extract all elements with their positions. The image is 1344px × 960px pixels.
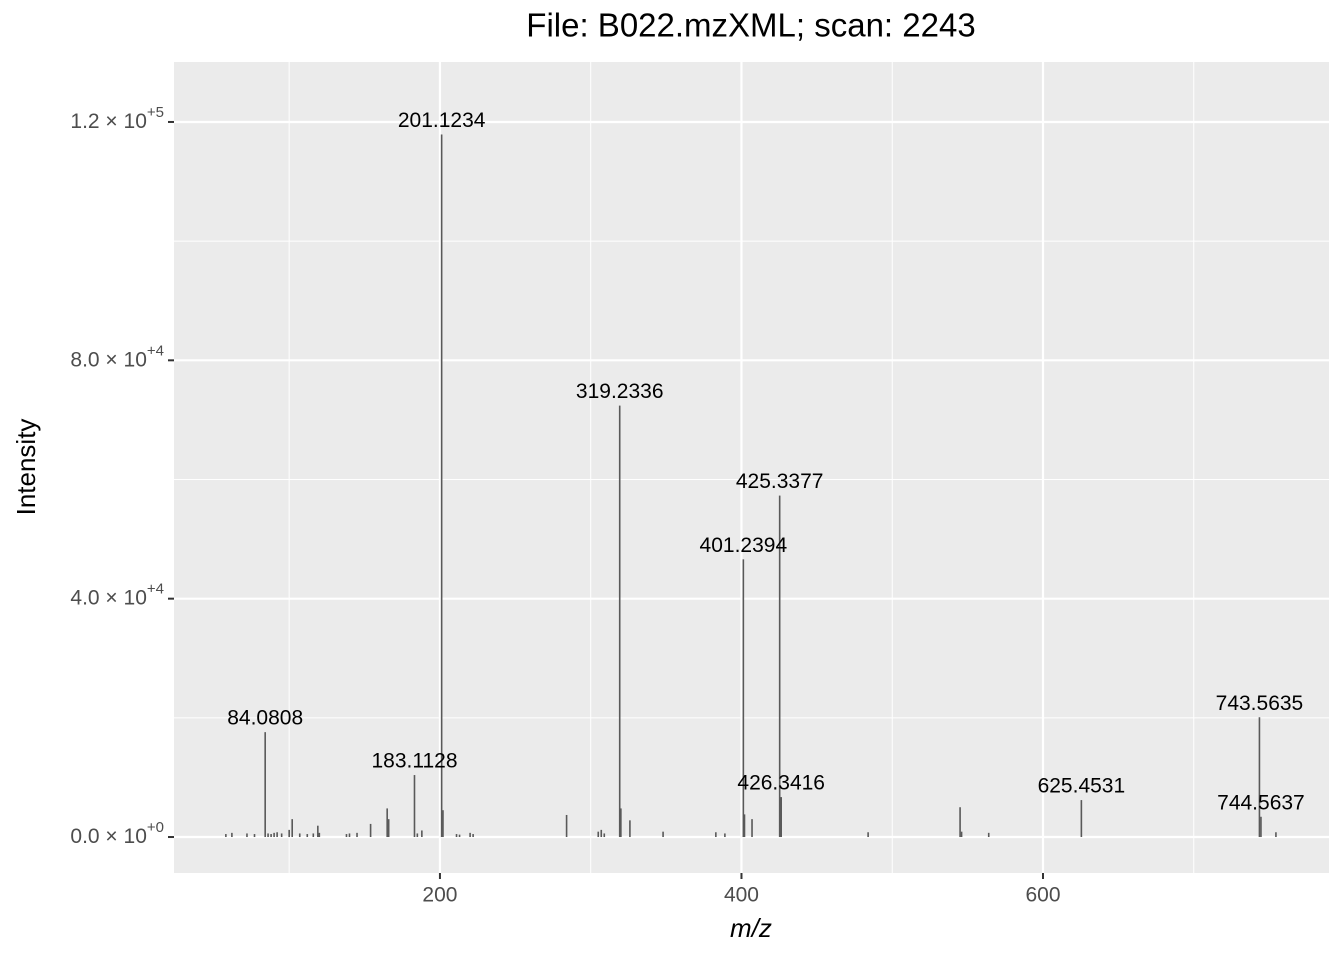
peak <box>867 832 869 838</box>
peak <box>291 819 293 838</box>
peak-label: 425.3377 <box>736 470 824 493</box>
peak <box>421 830 423 838</box>
peak <box>960 831 963 838</box>
peak-label: 183.1128 <box>371 750 457 773</box>
peak <box>597 831 600 838</box>
peak <box>280 833 283 838</box>
peak <box>987 832 990 838</box>
peak <box>348 833 351 838</box>
peak <box>276 832 278 838</box>
peak-label: 84.0808 <box>227 707 303 730</box>
peak <box>416 833 419 838</box>
peak <box>751 819 753 838</box>
peak-label: 319.2336 <box>576 380 664 403</box>
peak <box>246 833 248 838</box>
panel <box>174 62 1329 873</box>
peak <box>743 814 746 838</box>
peak <box>1258 717 1261 838</box>
y-tick-label: 4.0 × 10+4 <box>70 581 164 610</box>
peak <box>318 832 321 838</box>
peak <box>724 833 726 838</box>
peak <box>629 820 631 838</box>
peak <box>288 829 290 838</box>
peak <box>603 833 606 838</box>
peak <box>225 834 227 838</box>
y-tick-mantissa: 8.0 × 10 <box>70 348 146 371</box>
peak-label: 426.3416 <box>737 772 825 795</box>
peak-label: 744.5637 <box>1217 791 1305 814</box>
peak <box>298 833 301 838</box>
peak <box>273 832 275 838</box>
peak <box>662 831 664 838</box>
peak <box>345 834 348 838</box>
peak <box>778 495 781 838</box>
peak <box>742 559 745 838</box>
y-tick-label: 0.0 × 10+0 <box>70 819 164 848</box>
peak <box>469 832 471 838</box>
y-tick-mantissa: 1.2 × 10 <box>70 110 146 133</box>
peak <box>455 834 458 838</box>
x-axis-label: m/z <box>730 913 772 943</box>
peak <box>386 808 388 838</box>
y-tick-label: 8.0 × 10+4 <box>70 342 164 371</box>
y-tick-exponent: +4 <box>147 581 164 598</box>
peak <box>369 823 372 838</box>
peak <box>413 775 416 838</box>
peak <box>231 832 233 838</box>
y-tick-mantissa: 0.0 × 10 <box>70 825 146 848</box>
y-axis-label: Intensity <box>11 419 41 516</box>
x-tick-label: 400 <box>724 884 759 907</box>
peak <box>472 834 474 838</box>
peak <box>458 834 461 838</box>
peak-label: 201.1234 <box>398 109 486 132</box>
peak <box>270 834 272 838</box>
peak <box>440 134 443 838</box>
peak <box>387 819 390 838</box>
peak <box>356 832 358 838</box>
y-tick-label: 1.2 × 10+5 <box>70 104 164 133</box>
peak <box>264 732 266 838</box>
peak <box>1080 800 1083 838</box>
peak <box>442 810 444 838</box>
y-tick-exponent: +0 <box>147 819 164 836</box>
peak <box>312 833 315 838</box>
peak-label: 401.2394 <box>700 534 788 557</box>
y-tick-mantissa: 4.0 × 10 <box>70 586 146 609</box>
peak <box>306 834 309 838</box>
peak <box>618 405 621 838</box>
peak <box>267 833 269 838</box>
peak-label: 743.5635 <box>1216 692 1304 715</box>
peak <box>780 797 782 838</box>
peak <box>715 832 717 838</box>
peak <box>1275 832 1277 838</box>
peak <box>620 808 622 838</box>
peak <box>565 814 568 838</box>
peak <box>600 829 603 838</box>
x-tick-label: 200 <box>422 884 457 907</box>
x-tick-label: 600 <box>1025 884 1060 907</box>
y-tick-exponent: +4 <box>147 342 164 359</box>
peak <box>253 834 256 838</box>
peak <box>1260 816 1262 838</box>
peak-label: 625.4531 <box>1038 775 1126 798</box>
chart-title: File: B022.mzXML; scan: 2243 <box>526 7 975 44</box>
peak <box>317 825 319 838</box>
peak <box>959 807 961 838</box>
y-tick-exponent: +5 <box>147 104 164 121</box>
